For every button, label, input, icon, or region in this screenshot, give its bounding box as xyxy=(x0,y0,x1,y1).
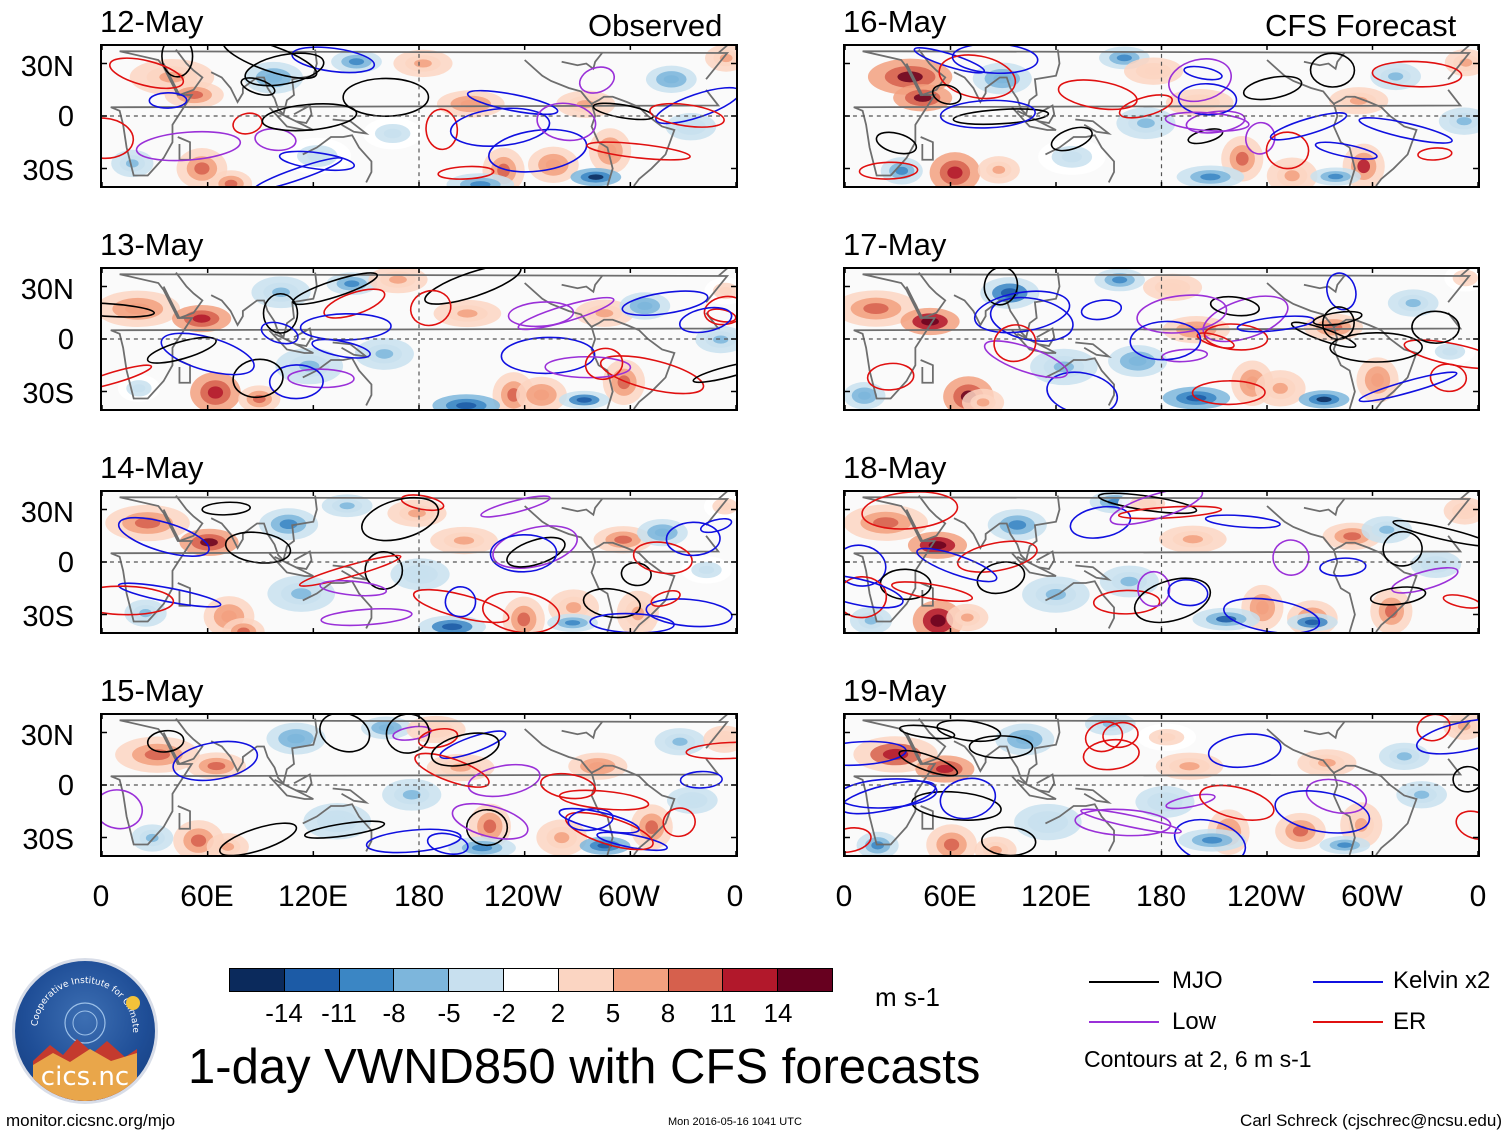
panel-date-label: 13-May xyxy=(100,227,204,262)
lat-label: 30N xyxy=(20,497,74,529)
svg-text:cics.nc: cics.nc xyxy=(41,1062,129,1092)
lat-label: 30S xyxy=(22,378,74,410)
colorbar-tick-label: -8 xyxy=(382,998,406,1028)
lat-label: 30N xyxy=(20,720,74,752)
lat-label: 0 xyxy=(57,547,74,579)
logo-graphic: Cooperative Institute for Climate and Sa… xyxy=(15,961,140,1101)
colorbar-tick-label: -5 xyxy=(437,998,461,1028)
contour-note: Contours at 2, 6 m s-1 xyxy=(1084,1046,1312,1072)
lon-label: 60E xyxy=(923,880,977,913)
map-19-may xyxy=(845,715,1478,855)
panel-date-label: 15-May xyxy=(100,673,204,708)
map-12-may xyxy=(102,46,736,186)
panel-date-label: 14-May xyxy=(100,450,204,485)
colorbar-swatch xyxy=(394,969,450,991)
colorbar-tick-label: 2 xyxy=(550,998,566,1028)
map-17-may xyxy=(845,269,1478,409)
lat-label: 30S xyxy=(22,155,74,187)
legend-label-low: Low xyxy=(1172,1008,1217,1035)
panel-date-label: 16-May xyxy=(843,4,947,39)
colorbar-tick-label: 11 xyxy=(709,998,737,1028)
footer-author: Carl Schreck (cjschrec@ncsu.edu) xyxy=(1240,1111,1502,1130)
colorbar-tick-label: 14 xyxy=(763,998,793,1028)
panel-13-may xyxy=(100,267,738,411)
colorbar-swatch xyxy=(668,969,724,991)
lon-label: 60E xyxy=(180,880,234,913)
panel-tag-label: CFS Forecast xyxy=(1265,8,1457,43)
lon-label: 120W xyxy=(483,880,563,913)
colorbar-swatch xyxy=(558,969,614,991)
lat-label: 0 xyxy=(57,324,74,356)
colorbar-swatch xyxy=(504,969,559,991)
map-16-may xyxy=(845,46,1478,186)
colorbar-tick-label: -11 xyxy=(321,998,357,1028)
lat-label: 30S xyxy=(22,601,74,633)
lat-label: 30S xyxy=(22,824,74,856)
colorbar-tick-label: -14 xyxy=(265,998,303,1028)
footer-timestamp: Mon 2016-05-16 1041 UTC xyxy=(668,1116,802,1128)
legend-label-er: ER xyxy=(1393,1008,1427,1035)
map-15-may xyxy=(102,715,736,855)
colorbar-swatch xyxy=(613,969,669,991)
panel-19-may xyxy=(843,713,1480,857)
panel-tag-label: Observed xyxy=(588,8,723,43)
legend-label-kelvin: Kelvin x2 xyxy=(1393,967,1491,994)
colorbar-swatch xyxy=(449,969,505,991)
map-13-may xyxy=(102,269,736,409)
lon-label: 60W xyxy=(598,880,660,913)
lon-label: 0 xyxy=(726,880,744,913)
lon-label: 180 xyxy=(393,880,445,913)
lon-label: 120E xyxy=(1020,880,1092,913)
cics-logo: Cooperative Institute for Climate and Sa… xyxy=(12,958,158,1104)
panel-date-label: 18-May xyxy=(843,450,947,485)
colorbar-swatch xyxy=(284,969,340,991)
colorbar-swatch xyxy=(723,969,779,991)
figure-title: 1-day VWND850 with CFS forecasts xyxy=(188,1040,981,1094)
legend-line-low xyxy=(1089,1021,1159,1023)
panel-12-may xyxy=(100,44,738,188)
legend-line-kelvin xyxy=(1313,981,1383,983)
panel-18-may xyxy=(843,490,1480,634)
lat-label: 30N xyxy=(20,274,74,306)
footer-url: monitor.cicsnc.org/mjo xyxy=(6,1111,176,1130)
lon-label: 180 xyxy=(1135,880,1187,913)
colorbar-tick-label: 5 xyxy=(605,998,621,1028)
colorbar-tick-label: 8 xyxy=(660,998,676,1028)
lat-label: 0 xyxy=(57,770,74,802)
lon-label: 0 xyxy=(835,880,853,913)
colorbar xyxy=(229,968,833,992)
legend-line-mjo xyxy=(1089,981,1159,983)
colorbar-swatch xyxy=(230,969,285,991)
panel-date-label: 19-May xyxy=(843,673,947,708)
lon-label: 0 xyxy=(92,880,110,913)
panel-16-may xyxy=(843,44,1480,188)
colorbar-tick-label: -2 xyxy=(492,998,516,1028)
legend-line-er xyxy=(1313,1021,1383,1023)
panel-date-label: 17-May xyxy=(843,227,947,262)
legend-label-mjo: MJO xyxy=(1172,967,1223,994)
panel-date-label: 12-May xyxy=(100,4,204,39)
svg-text:Cooperative Institute for Clim: Cooperative Institute for Climate and Sa… xyxy=(15,961,140,1033)
panel-15-may xyxy=(100,713,738,857)
lat-label: 30N xyxy=(20,51,74,83)
colorbar-swatch xyxy=(778,969,832,991)
lat-label: 0 xyxy=(57,101,74,133)
map-18-may xyxy=(845,492,1478,632)
colorbar-swatch xyxy=(339,969,395,991)
lon-label: 120E xyxy=(277,880,349,913)
lon-label: 120W xyxy=(1226,880,1306,913)
panel-14-may xyxy=(100,490,738,634)
panel-17-may xyxy=(843,267,1480,411)
map-14-may xyxy=(102,492,736,632)
lon-label: 60W xyxy=(1341,880,1403,913)
colorbar-units: m s-1 xyxy=(875,982,940,1012)
lon-label: 0 xyxy=(1469,880,1487,913)
